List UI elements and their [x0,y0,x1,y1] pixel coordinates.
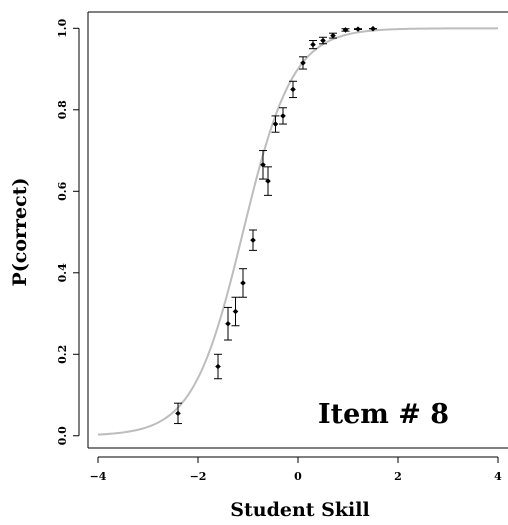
x-tick-label: 4 [494,470,502,483]
data-point [265,178,271,184]
item-annotation: Item # 8 [318,399,449,430]
data-point [250,237,256,243]
data-point [342,27,349,33]
data-point [310,41,316,48]
plot-frame [87,11,508,449]
y-axis: 0.0 0.2 0.4 0.6 0.8 1.0 [56,18,80,445]
x-tick-label: −2 [190,470,207,483]
data-point [175,410,181,417]
data-point [300,60,306,66]
y-tick-label: 0.0 [56,426,69,445]
data-point [355,26,361,32]
data-point [290,86,296,93]
data-point [260,162,266,168]
data-points-layer [175,25,376,417]
y-tick-label: 1.0 [56,18,69,37]
y-tick-label: 0.8 [56,100,69,119]
logistic-curve [97,27,499,436]
x-tick-label: −4 [90,470,107,483]
logistic-curve-layer [97,27,499,436]
x-tick-label: 0 [294,470,302,483]
data-point [280,113,286,119]
y-axis-title: P(correct) [9,178,31,287]
y-tick-label: 0.6 [56,181,69,200]
data-point [370,25,376,32]
data-point [215,363,221,370]
x-axis-title: Student Skill [230,499,369,521]
y-tick-label: 0.4 [56,263,69,282]
data-point [225,320,231,327]
data-point [232,308,239,315]
x-tick-label: 2 [394,470,402,483]
data-point [330,32,336,39]
data-point [272,121,279,127]
x-axis: −4 −2 0 2 4 [90,456,502,483]
data-point [240,280,246,286]
data-point [320,37,326,44]
y-tick-label: 0.2 [56,345,69,364]
